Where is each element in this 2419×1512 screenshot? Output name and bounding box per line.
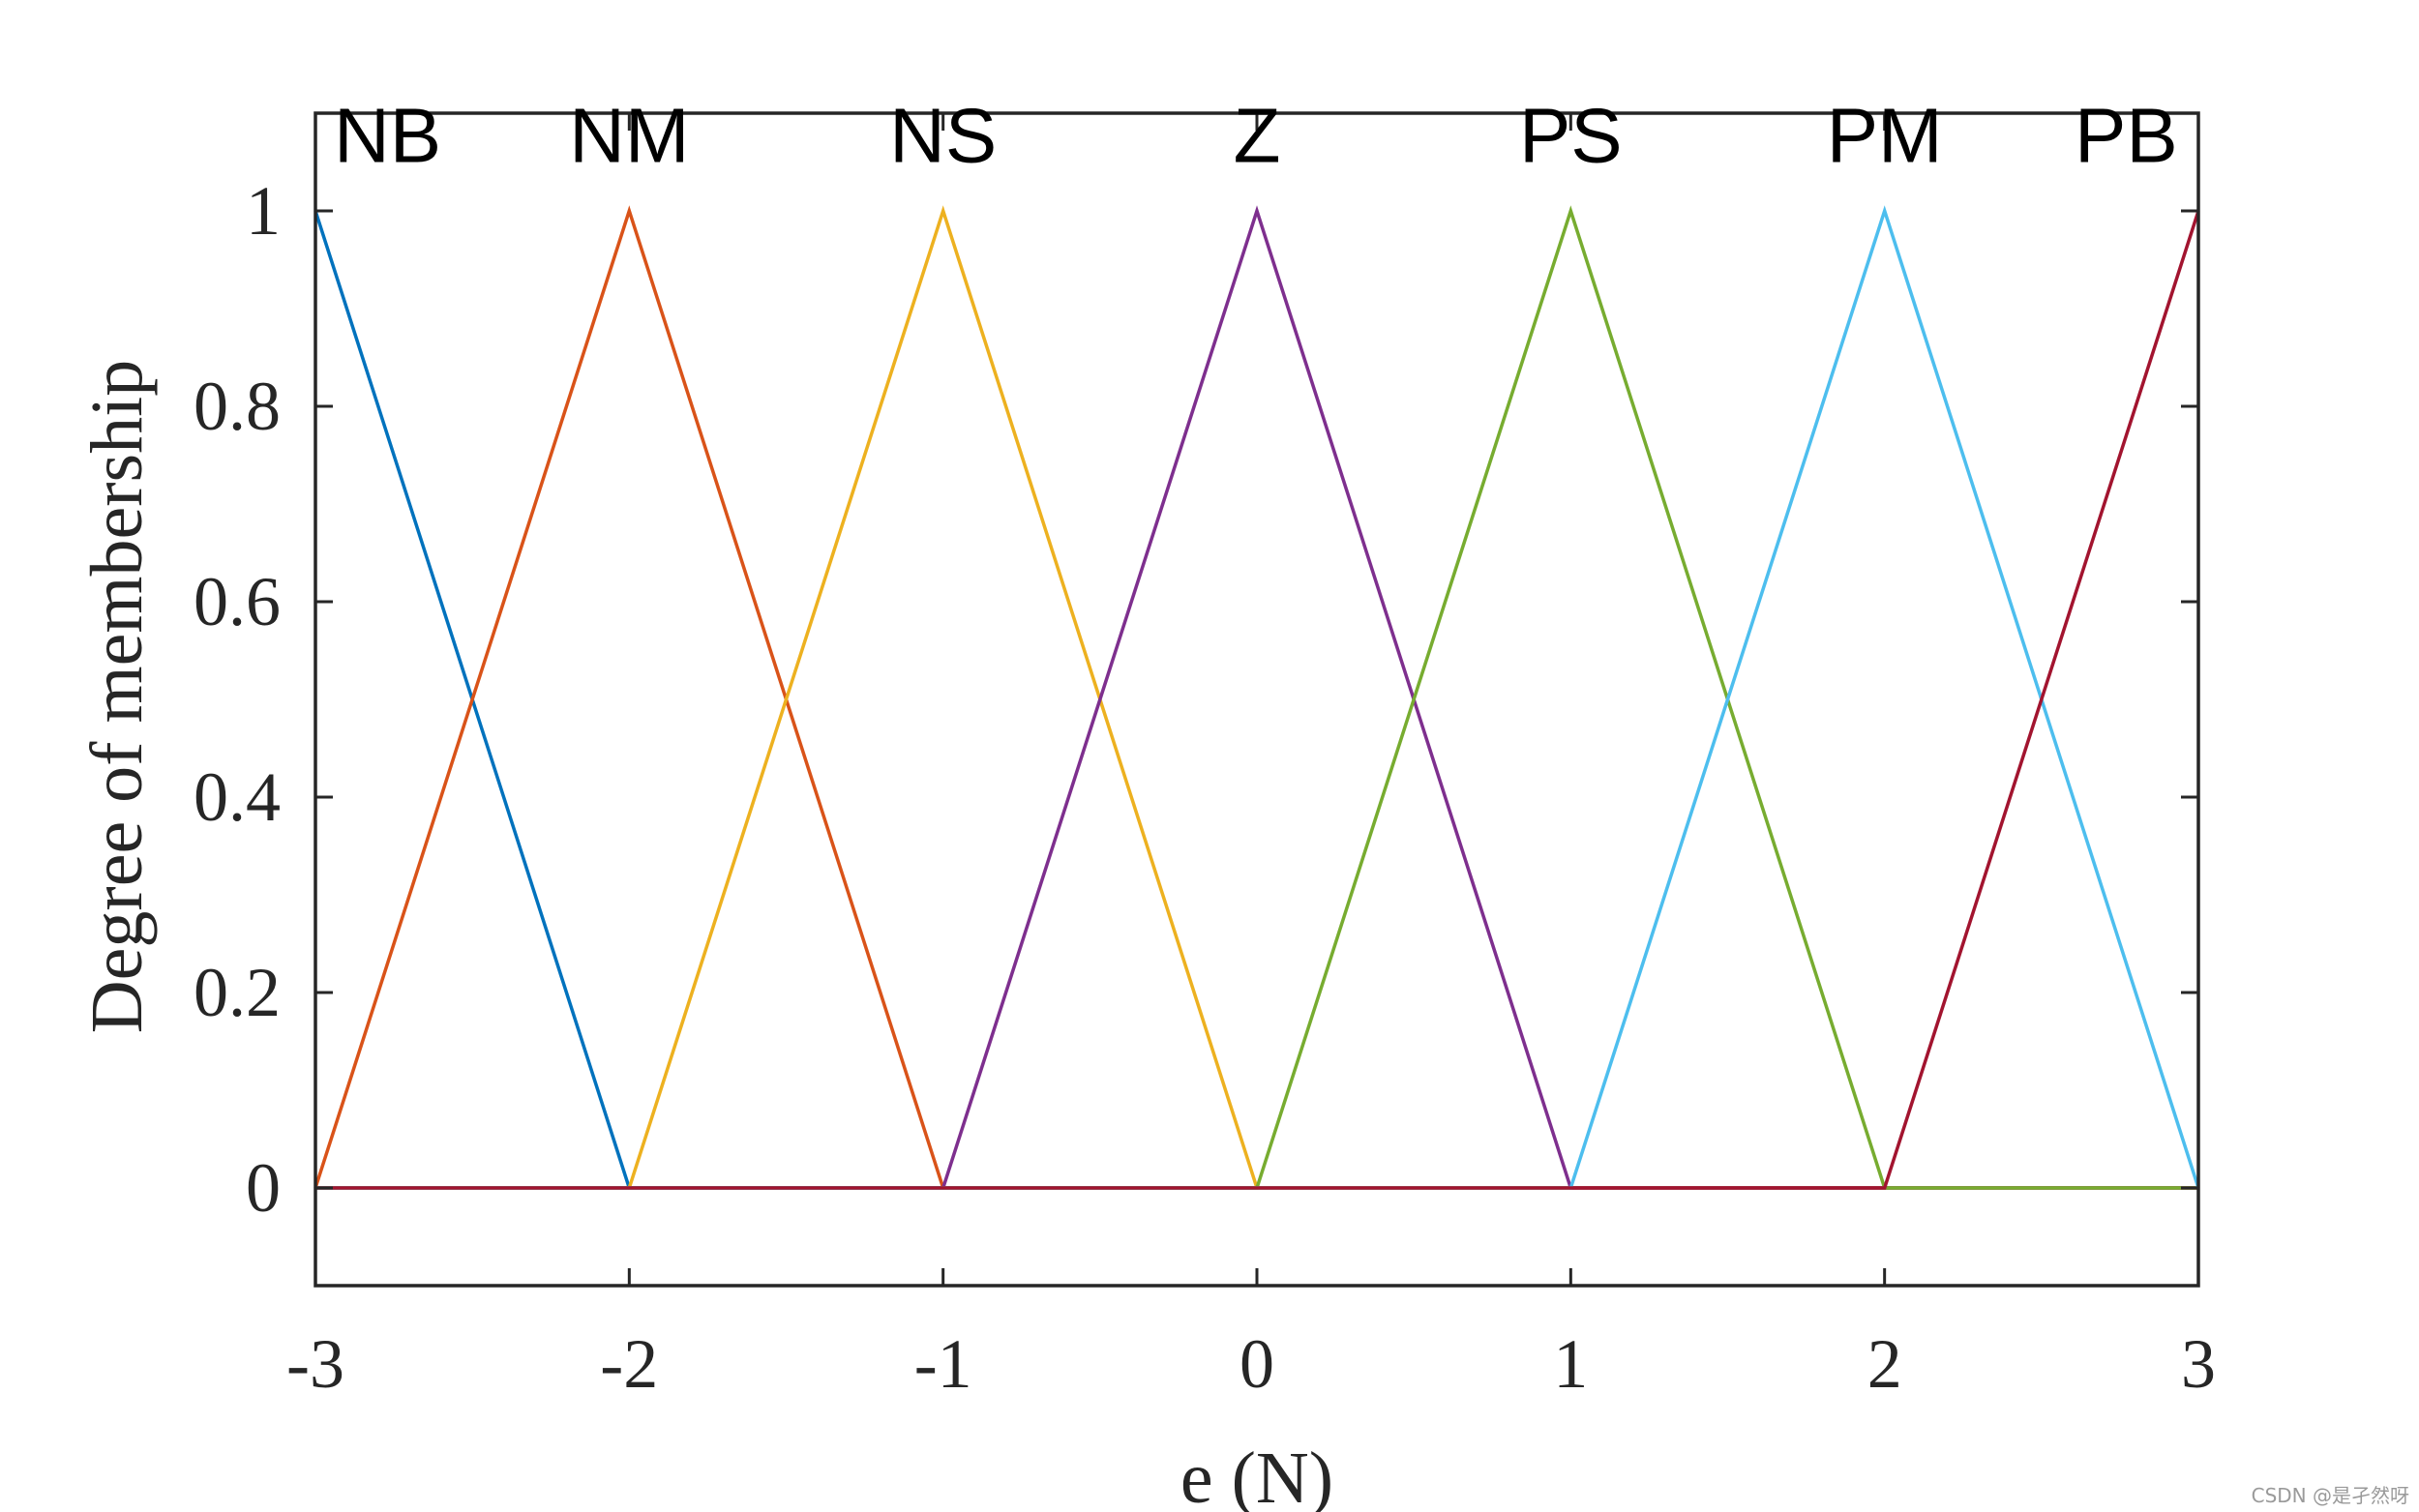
y-tick-label: 0.6 xyxy=(194,563,281,640)
x-tick-label: 1 xyxy=(1553,1325,1588,1403)
series-label-z: Z xyxy=(1234,93,1281,179)
series-label-ns: NS xyxy=(889,93,997,179)
membership-labels: NB NM NS Z PS PM PB xyxy=(334,93,2178,179)
x-tick-label: 0 xyxy=(1239,1325,1274,1403)
x-tick-labels: -3 -2 -1 0 1 2 3 xyxy=(286,1325,2216,1403)
plot-lines xyxy=(314,205,2200,1190)
x-axis-label: e (N) xyxy=(1180,1438,1333,1512)
plot-frame xyxy=(314,111,2200,1288)
x-tick-label: 2 xyxy=(1867,1325,1902,1403)
y-tick-label: 0 xyxy=(246,1149,281,1227)
axis-ticks xyxy=(314,113,2200,1286)
series-line-nb xyxy=(314,210,2198,1190)
series-line-pb xyxy=(315,210,2200,1190)
series-line-ps xyxy=(315,205,2198,1190)
y-tick-labels: 0 0.2 0.4 0.6 0.8 1 xyxy=(194,172,281,1227)
y-tick-label: 0.4 xyxy=(194,758,281,836)
y-tick-label: 0.2 xyxy=(194,954,281,1031)
x-tick-label: -3 xyxy=(286,1325,344,1403)
series-line-pm xyxy=(315,205,2200,1190)
series-label-ps: PS xyxy=(1519,93,1623,179)
series-line-ns xyxy=(315,205,2198,1190)
series-label-pb: PB xyxy=(2075,93,2178,179)
y-tick-label: 0.8 xyxy=(194,368,281,445)
series-line-nm xyxy=(314,205,2198,1190)
x-tick-label: -1 xyxy=(914,1325,972,1403)
x-tick-label: 3 xyxy=(2181,1325,2216,1403)
watermark-text: CSDN @是孑然呀 xyxy=(2252,1484,2409,1507)
x-tick-label: -2 xyxy=(600,1325,658,1403)
series-label-nm: NM xyxy=(569,93,689,179)
y-axis-label: Degree of membership xyxy=(76,360,158,1033)
series-label-pm: PM xyxy=(1827,93,1943,179)
y-tick-label: 1 xyxy=(246,172,281,250)
series-line-z xyxy=(315,205,2198,1190)
series-label-nb: NB xyxy=(334,93,441,179)
